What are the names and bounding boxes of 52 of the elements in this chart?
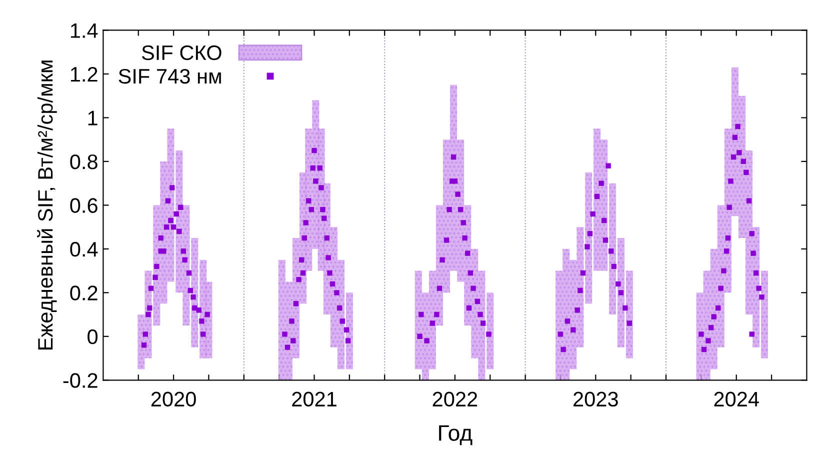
- bar: [570, 260, 577, 370]
- bar: [285, 282, 292, 380]
- legend-label: SIF СКО: [142, 45, 222, 60]
- bar: [414, 270, 422, 370]
- bar: [450, 84, 458, 271]
- bar: [436, 205, 443, 326]
- y-tick-label: 0.6: [70, 198, 98, 213]
- bar: [696, 292, 704, 380]
- x-tick-label: 2023: [574, 392, 618, 407]
- bar: [323, 183, 330, 315]
- bar: [330, 227, 338, 348]
- bar: [594, 128, 601, 271]
- x-axis-title: Год: [439, 425, 472, 446]
- bar: [205, 282, 212, 358]
- legend-label: SIF 743 нм: [118, 68, 221, 84]
- bar: [337, 260, 344, 370]
- bar: [617, 238, 625, 348]
- bar: [346, 292, 353, 370]
- bar: [176, 150, 183, 293]
- bar: [724, 128, 732, 293]
- x-tick-label: 2020: [151, 392, 196, 407]
- bar: [486, 292, 494, 370]
- x-tick-label: 2024: [714, 392, 759, 407]
- x-tick-label: 2022: [432, 392, 478, 407]
- bar: [626, 270, 633, 358]
- y-tick-label: 0.4: [70, 242, 98, 257]
- bar: [760, 270, 768, 358]
- y-tick-label: 0.2: [70, 286, 98, 300]
- x-tick-label: 2021: [292, 392, 336, 407]
- bar: [153, 205, 160, 326]
- bar: [609, 183, 616, 315]
- bar: [585, 172, 592, 304]
- bar: [191, 238, 198, 348]
- bar: [292, 238, 300, 358]
- bar: [457, 140, 464, 282]
- y-tick-label: 1.4: [70, 23, 98, 38]
- bar: [562, 248, 570, 380]
- y-tick-label: 0: [88, 329, 98, 344]
- bar: [600, 140, 608, 271]
- bar: [738, 96, 746, 238]
- bar: [278, 260, 286, 380]
- y-tick-label: 1: [88, 110, 98, 126]
- bar: [422, 292, 429, 380]
- bar: [428, 270, 436, 370]
- y-tick-label: -0.2: [63, 373, 98, 388]
- bar: [442, 140, 450, 293]
- bar: [556, 270, 563, 380]
- bar: [746, 150, 753, 315]
- y-axis-title: Ежедневный SIF, Вт/м²/ср/мкм: [37, 60, 57, 350]
- y-tick-label: 0.8: [70, 154, 98, 170]
- y-tick-label: 1.2: [70, 66, 98, 82]
- bar: [478, 270, 486, 380]
